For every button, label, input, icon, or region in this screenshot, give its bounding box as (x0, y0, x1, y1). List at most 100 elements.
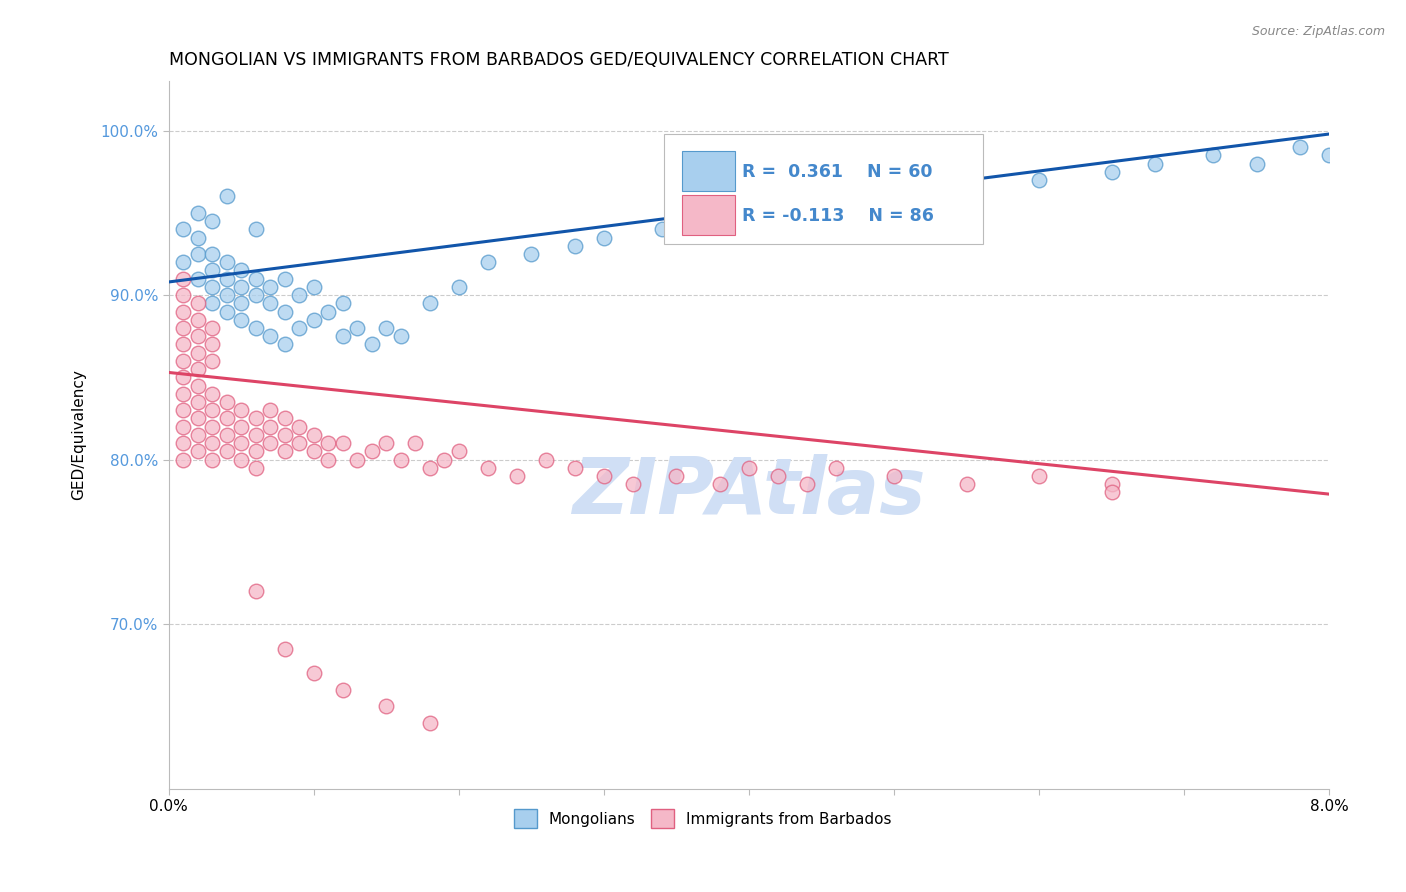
Point (332, 436, 354, 450)
Legend: Mongolians, Immigrants from Barbados: Mongolians, Immigrants from Barbados (508, 803, 897, 834)
Point (621, 477, 644, 491)
Point (332, 296, 354, 310)
Point (360, 337, 382, 351)
Point (172, 403, 194, 417)
Point (419, 460, 441, 475)
Point (1101, 165, 1123, 179)
Point (1144, 156, 1167, 170)
Point (172, 271, 194, 285)
Point (187, 362, 209, 376)
Point (288, 288, 311, 302)
Point (172, 321, 194, 335)
Point (419, 296, 441, 310)
Point (187, 271, 209, 285)
Point (201, 387, 224, 401)
Point (187, 206, 209, 220)
Text: R =  0.361    N = 60: R = 0.361 N = 60 (742, 163, 932, 181)
Point (825, 197, 848, 211)
Point (360, 444, 382, 458)
Point (375, 321, 398, 335)
Point (883, 469, 905, 483)
Y-axis label: GED/Equivalency: GED/Equivalency (72, 369, 86, 500)
Point (201, 419, 224, 434)
Point (229, 452, 252, 467)
Point (302, 280, 325, 294)
Point (215, 271, 238, 285)
Point (332, 682, 354, 697)
Point (447, 280, 470, 294)
Text: R = -0.113    N = 86: R = -0.113 N = 86 (742, 207, 934, 225)
Point (1028, 469, 1050, 483)
Point (419, 715, 441, 730)
Point (215, 189, 238, 203)
Point (302, 428, 325, 442)
Point (215, 444, 238, 458)
Point (187, 428, 209, 442)
Point (172, 304, 194, 318)
Point (956, 477, 979, 491)
Point (709, 214, 731, 228)
Point (273, 444, 295, 458)
Point (245, 222, 267, 236)
Point (187, 411, 209, 425)
Point (187, 296, 209, 310)
Point (187, 378, 209, 392)
Point (259, 280, 281, 294)
Point (273, 304, 295, 318)
Point (1202, 148, 1225, 162)
Point (766, 206, 789, 220)
Point (825, 460, 848, 475)
Point (201, 403, 224, 417)
Point (273, 641, 295, 656)
Point (172, 288, 194, 302)
Point (534, 452, 557, 467)
Point (259, 329, 281, 343)
Point (187, 395, 209, 409)
Point (201, 214, 224, 228)
Point (172, 354, 194, 368)
Point (187, 345, 209, 359)
Point (229, 313, 252, 327)
Point (404, 436, 426, 450)
Point (709, 477, 731, 491)
Point (187, 329, 209, 343)
FancyBboxPatch shape (682, 195, 735, 235)
FancyBboxPatch shape (682, 152, 735, 191)
Point (288, 321, 311, 335)
Point (477, 255, 499, 269)
Point (215, 411, 238, 425)
Point (201, 452, 224, 467)
Point (288, 419, 311, 434)
Point (245, 444, 267, 458)
Point (172, 370, 194, 384)
Point (245, 321, 267, 335)
Point (564, 460, 586, 475)
Point (201, 354, 224, 368)
Point (229, 436, 252, 450)
Point (389, 329, 412, 343)
Point (229, 280, 252, 294)
Point (187, 313, 209, 327)
Text: ZIPAtlas: ZIPAtlas (572, 453, 925, 530)
Point (447, 444, 470, 458)
Point (273, 411, 295, 425)
Point (201, 296, 224, 310)
Text: Source: ZipAtlas.com: Source: ZipAtlas.com (1251, 25, 1385, 38)
Point (1101, 485, 1123, 500)
Point (201, 337, 224, 351)
Point (201, 280, 224, 294)
Point (375, 699, 398, 714)
Point (651, 222, 673, 236)
Point (201, 436, 224, 450)
Point (245, 584, 267, 599)
Point (187, 444, 209, 458)
Point (273, 337, 295, 351)
Point (506, 469, 529, 483)
Point (302, 313, 325, 327)
Point (477, 460, 499, 475)
Point (201, 263, 224, 277)
Point (520, 247, 543, 261)
Point (288, 436, 311, 450)
Point (172, 255, 194, 269)
Point (1319, 148, 1341, 162)
